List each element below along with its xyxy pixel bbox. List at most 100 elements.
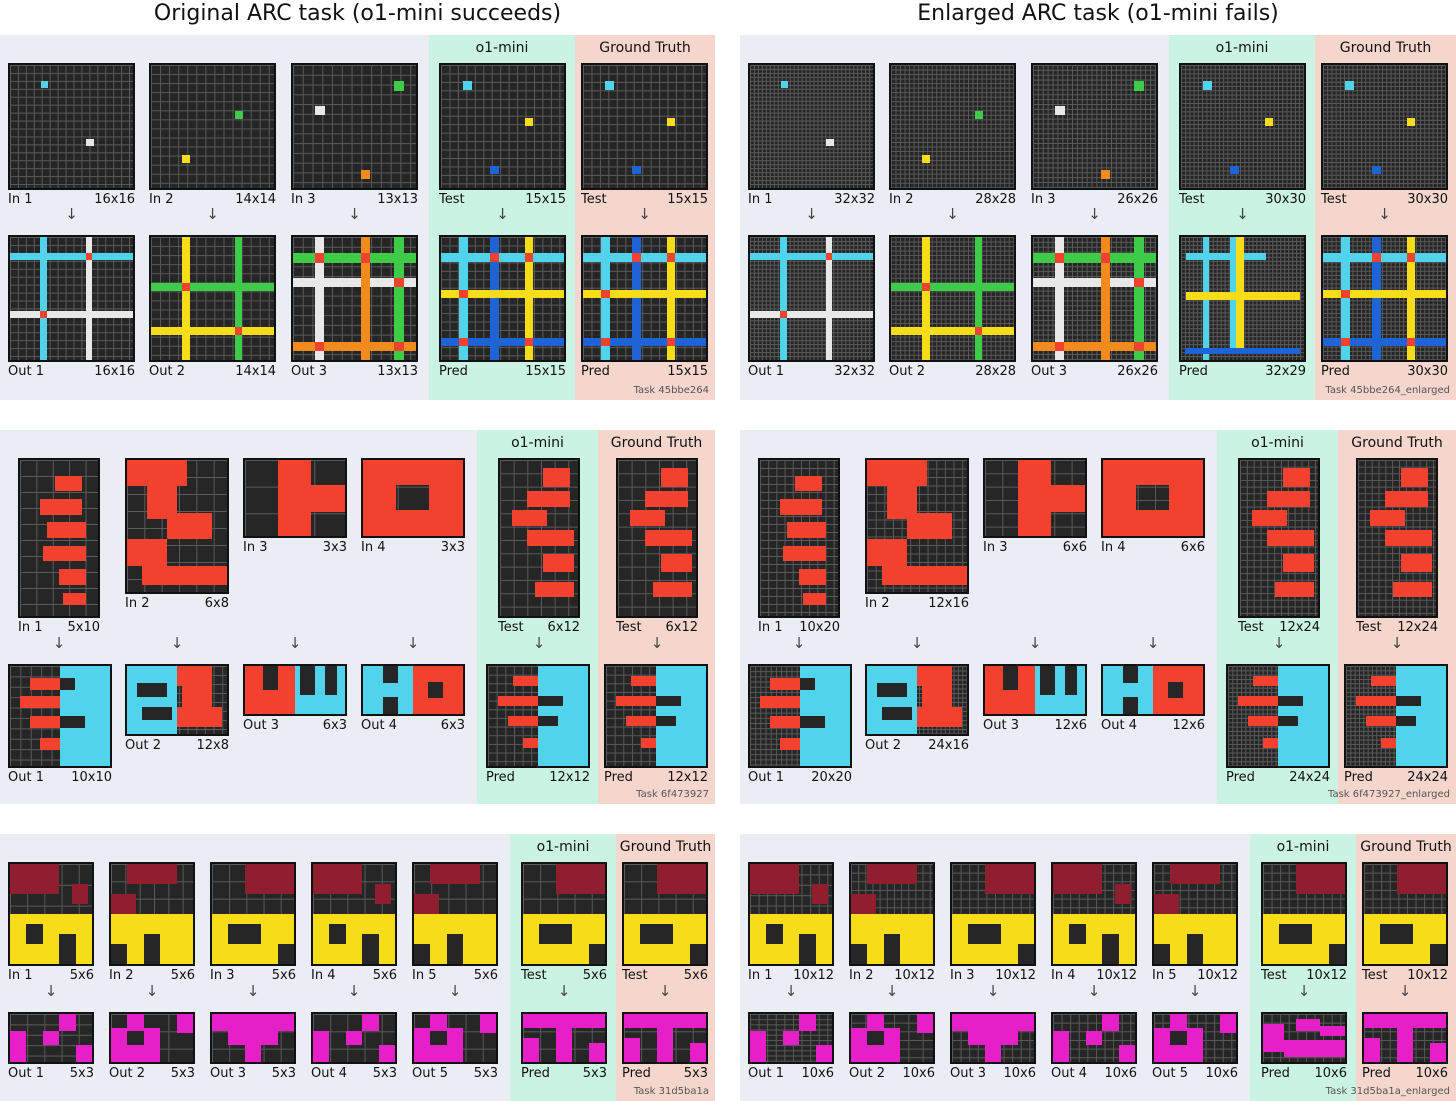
- output-grid-cell: [315, 341, 324, 352]
- output-grid-cell: [151, 326, 274, 336]
- input-grid-cell: [363, 485, 396, 511]
- output-size: 28x28: [975, 364, 1016, 379]
- output-grid-cell: [1323, 252, 1446, 262]
- output-grid-cell: [1323, 289, 1446, 299]
- output-grid-cell: [626, 716, 656, 726]
- input-size: 10x20: [799, 620, 840, 635]
- output-grid-cell: [1123, 697, 1138, 714]
- input-tag: In 5: [1152, 968, 1177, 983]
- output-grid-cell: [656, 696, 681, 706]
- input-grid-cell: [1053, 864, 1103, 894]
- output-grid-cell: [1396, 1028, 1414, 1062]
- input-grid-cell: [1133, 80, 1144, 91]
- input-grid-cell: [1169, 485, 1203, 511]
- output-grid-cell: [815, 1045, 832, 1062]
- input-grid-cell: [278, 460, 311, 536]
- output-grid-cell: [779, 310, 787, 319]
- task-id-label: Task 45bbe264_enlarged: [1325, 385, 1450, 396]
- input-grid-cell: [799, 934, 816, 964]
- output-tag: Out 2: [125, 738, 161, 753]
- output-grid: [412, 1012, 498, 1064]
- output-size: 13x13: [377, 364, 418, 379]
- input-grid-cell: [1406, 117, 1416, 127]
- output-grid: [889, 235, 1016, 362]
- transform-arrow-icon: ↓: [946, 205, 959, 223]
- input-grid-cell: [111, 944, 128, 964]
- output-grid-cell: [383, 697, 398, 714]
- input-grid-cell: [1396, 864, 1446, 894]
- input-grid-cell: [1051, 485, 1085, 512]
- output-tag: Out 1: [748, 770, 784, 785]
- input-grid-cell: [1103, 510, 1203, 536]
- output-size: 5x3: [582, 1066, 607, 1081]
- input-grid-cell: [234, 110, 244, 120]
- output-grid-cell: [234, 326, 242, 336]
- output-grid-cell: [523, 738, 538, 748]
- output-grid-cell: [127, 1014, 144, 1029]
- output-size: 24x16: [928, 738, 969, 753]
- input-grid-cell: [974, 110, 984, 120]
- input-grid-cell: [1279, 924, 1313, 944]
- output-grid-cell: [181, 237, 191, 360]
- transform-arrow-icon: ↓: [348, 205, 361, 223]
- input-size: 30x30: [1265, 192, 1306, 207]
- input-grid-cell: [666, 117, 676, 127]
- o1-mini-column-header: o1-mini: [1251, 435, 1304, 451]
- output-grid-cell: [212, 1014, 294, 1031]
- input-size: 10x12: [894, 968, 935, 983]
- output-grid-cell: [1263, 738, 1278, 748]
- input-tag: In 1: [748, 968, 773, 983]
- output-grid-cell: [867, 1030, 884, 1046]
- input-size: 14x14: [235, 192, 276, 207]
- output-grid: [950, 1012, 1036, 1064]
- output-grid-cell: [770, 678, 800, 690]
- input-grid-cell: [780, 80, 789, 89]
- input-tag: In 4: [361, 540, 386, 555]
- output-grid-cell: [228, 1030, 278, 1046]
- output-grid-cell: [1263, 1023, 1284, 1053]
- output-grid-cell: [523, 1038, 540, 1062]
- output-tag: Pred: [604, 770, 633, 785]
- task-panel-p6: o1-mini Ground Truth In 1 10x12 ↓ Out 1 10x6 In…: [740, 834, 1456, 1101]
- task-id-label: Task 6f473927_enlarged: [1328, 789, 1450, 800]
- input-size: 15x15: [525, 192, 566, 207]
- input-grid-cell: [535, 581, 575, 598]
- input-grid-cell: [660, 467, 689, 487]
- input-grid-cell: [127, 864, 177, 884]
- input-grid-cell: [539, 924, 573, 944]
- output-tag: Out 3: [243, 718, 279, 733]
- output-tag: Out 2: [149, 364, 185, 379]
- output-grid-cell: [1341, 237, 1351, 360]
- o1-mini-column-header: o1-mini: [1215, 40, 1269, 56]
- output-grid-cell: [1364, 1014, 1446, 1029]
- input-grid-cell: [588, 944, 605, 964]
- transform-arrow-icon: ↓: [885, 982, 899, 1000]
- input-grid-cell: [555, 864, 605, 894]
- output-grid: [1344, 664, 1448, 768]
- output-size: 10x6: [1104, 1066, 1137, 1081]
- input-grid-cell: [656, 864, 706, 894]
- output-size: 32x32: [834, 364, 875, 379]
- input-tag: Test: [521, 968, 547, 983]
- input-tag: In 3: [983, 540, 1008, 555]
- output-grid-cell: [30, 678, 60, 690]
- transform-arrow-icon: ↓: [557, 982, 571, 1000]
- input-grid-cell: [527, 491, 571, 507]
- input-grid-cell: [542, 467, 571, 487]
- output-grid-cell: [656, 1028, 674, 1062]
- transform-arrow-icon: ↓: [1087, 982, 1101, 1000]
- output-grid: [8, 1012, 94, 1064]
- input-grid-cell: [826, 138, 834, 147]
- output-tag: Pred: [1362, 1066, 1391, 1081]
- input-grid-cell: [779, 499, 823, 515]
- output-grid-cell: [393, 277, 404, 288]
- input-grid-cell: [811, 884, 828, 904]
- output-grid-cell: [127, 666, 177, 734]
- input-grid-cell: [1385, 530, 1433, 546]
- output-grid-cell: [1102, 1014, 1119, 1031]
- input-tag: Test: [581, 192, 607, 207]
- input-grid-cell: [55, 475, 83, 492]
- output-tag: Out 3: [983, 718, 1019, 733]
- input-grid-cell: [244, 864, 294, 894]
- output-size: 24x24: [1289, 770, 1330, 785]
